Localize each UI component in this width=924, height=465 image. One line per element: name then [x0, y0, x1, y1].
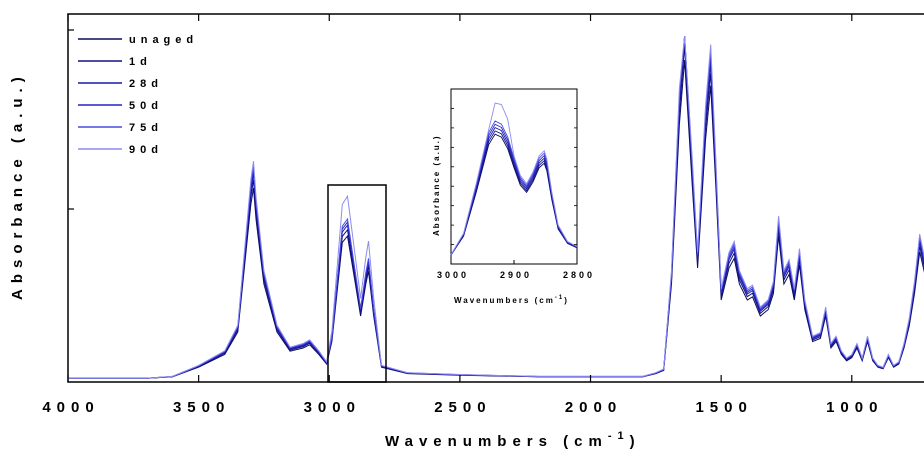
- inset-x-tick-label-2900: 2900: [500, 270, 532, 280]
- inset-curves: [450, 102, 578, 256]
- inset-x-axis-title-exponent: -1: [555, 295, 564, 301]
- inset-x-axis-ticks: 3000 2900 2800: [437, 108, 595, 280]
- legend: unaged 1d 28d 50d 75d 90d: [78, 34, 198, 156]
- x-tick-label-4000: 4000: [42, 399, 99, 416]
- inset-plot: 3000 2900 2800 Absorbance (a.u.) Wavenumbe…: [432, 88, 595, 305]
- x-tick-label-1500: 1500: [695, 399, 752, 416]
- inset-x-tick-label-2800: 2800: [563, 270, 595, 280]
- legend-label-1d: 1d: [129, 56, 152, 68]
- x-axis-title-main: Wavenumbers (cm: [385, 433, 608, 450]
- inset-x-axis-title-suffix: ): [564, 296, 569, 305]
- inset-frame: [450, 88, 578, 265]
- plot-frame: [67, 13, 924, 383]
- inset-y-axis-title: Absorbance (a.u.): [432, 134, 441, 236]
- legend-label-28d: 28d: [129, 78, 163, 90]
- legend-label-unaged: unaged: [129, 34, 198, 46]
- x-tick-label-3000: 3000: [304, 399, 361, 416]
- x-tick-label-1000: 1000: [826, 399, 883, 416]
- main-curves: [68, 35, 924, 379]
- x-axis-title: Wavenumbers (cm-1): [385, 430, 641, 450]
- x-tick-label-3500: 3500: [173, 399, 230, 416]
- x-tick-label-2500: 2500: [434, 399, 491, 416]
- inset-x-axis-title-main: Wavenumbers (cm: [454, 296, 555, 305]
- inset-x-tick-label-3000: 3000: [437, 270, 469, 280]
- x-axis-title-exponent: -1: [608, 430, 630, 442]
- zoom-region-box: [327, 184, 387, 383]
- legend-label-50d: 50d: [129, 100, 163, 112]
- x-tick-label-2000: 2000: [565, 399, 622, 416]
- inset-x-axis-title: Wavenumbers (cm-1): [454, 295, 569, 305]
- legend-label-90d: 90d: [129, 144, 163, 156]
- series-line-90d: [68, 35, 924, 379]
- main-plot: 4000 3500 3000 2500 2000 1500 1000 unaged 1d 28d…: [9, 13, 924, 450]
- x-axis-title-suffix: ): [630, 433, 641, 450]
- inset-series-line-90d: [450, 102, 578, 255]
- x-axis-ticks: 4000 3500 3000 2500 2000 1500 1000: [42, 14, 883, 416]
- legend-label-75d: 75d: [129, 122, 163, 134]
- y-axis-title: Absorbance (a.u.): [9, 71, 26, 300]
